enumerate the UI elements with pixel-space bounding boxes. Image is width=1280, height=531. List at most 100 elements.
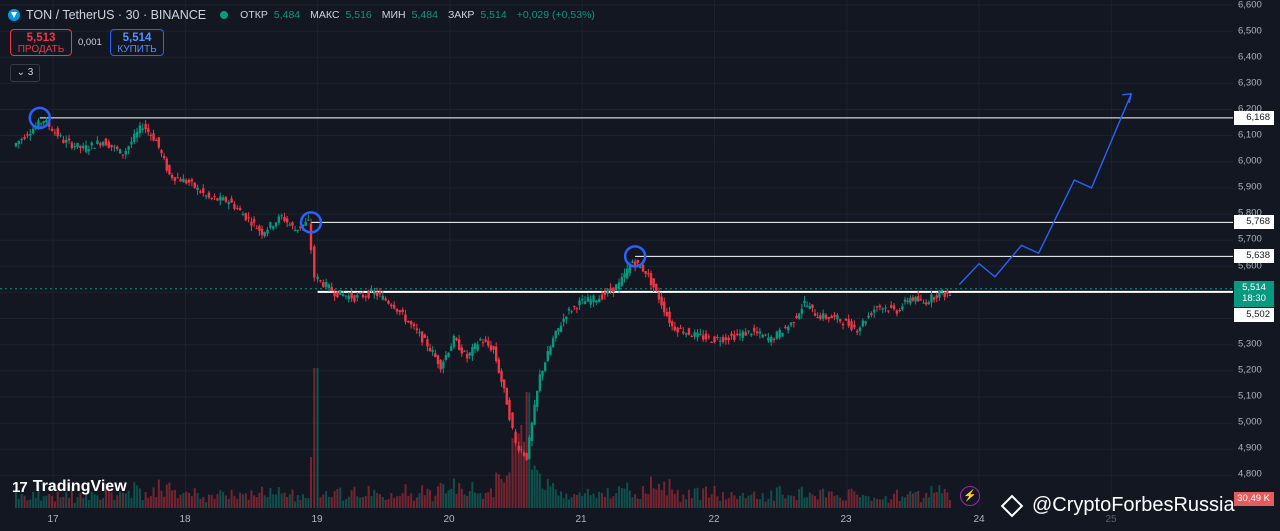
volume-bar [423,495,426,508]
time-label: 25 [1105,514,1117,525]
candle-body [890,305,893,308]
volume-bar [85,493,88,508]
volume-bar [90,492,93,508]
volume-bar [62,496,65,508]
channel-diamond-icon [1000,494,1024,517]
candle-body [378,291,382,295]
candle-body [65,139,68,143]
candle-body [911,297,915,301]
chevron-down-icon: ⌄ [16,67,26,78]
candle-body [792,322,796,324]
volume-bar [914,492,917,508]
volume-bar [82,498,85,508]
volume-bar [165,484,168,508]
candle-body [31,128,35,134]
candle-body [741,331,745,338]
volume-bar [266,496,269,508]
candle-body [227,202,230,205]
lightning-icon[interactable]: ⚡ [960,486,980,506]
volume-bar [179,494,182,508]
price-axis[interactable]: 6,600 6,500 6,400 6,300 6,200 6,100 6,00… [1233,0,1280,510]
spread-value: 0,001 [78,37,102,48]
indicators-toggle[interactable]: ⌄ 3 [10,64,40,82]
volume-bar [687,489,690,508]
candle-body [589,299,592,305]
candle-body [578,300,581,306]
volume-bar [227,499,230,508]
symbol-title[interactable]: TON / TetherUS · 30 · BINANCE [26,8,207,22]
volume-bar [222,491,225,508]
candle-body [873,309,876,313]
candle-body [657,292,661,300]
volume-bar [157,479,160,508]
forecast-path-line [958,93,1132,286]
candle-body [463,350,466,352]
volume-bar [193,488,196,508]
candle-body [468,352,471,356]
time-axis[interactable]: 17 18 19 20 21 22 23 24 25 [0,510,1233,531]
level-label-5638: 5,638 [1234,249,1274,263]
volume-bar [676,489,679,508]
volume-bar [495,472,498,508]
volume-bar [722,491,725,508]
price-tick: 6,600 [1238,0,1262,11]
candle-body [821,313,825,319]
volume-bar [758,499,761,508]
buy-price: 5,514 [122,32,152,44]
candle-body [244,213,247,220]
volume-bar [573,494,576,508]
candle-body [606,289,609,294]
volume-bar [247,499,250,508]
volume-bar [948,500,951,508]
candle-body [185,180,188,184]
candle-body [165,158,168,171]
candle-body [784,326,787,329]
candle-body [465,354,469,359]
volume-bar [668,479,671,508]
volume-bar [884,496,887,508]
candle-body [530,422,534,442]
candle-body [735,333,739,335]
candle-body [727,337,730,341]
candle-body [710,342,713,344]
volume-bar [560,491,563,508]
open-value: 5,484 [273,9,301,21]
candle-body [487,340,490,346]
volume-bar [455,493,458,508]
volume-bar [233,495,236,508]
volume-bar [96,495,99,508]
candle-body [668,311,671,324]
tradingview-logo[interactable]: 17 TradingView [12,478,127,496]
volume-bar [384,499,387,508]
candle-body [827,317,831,320]
volume-bar [412,500,415,508]
sell-button[interactable]: 5,513 ПРОДАТЬ [10,29,72,56]
candle-body [924,302,928,305]
candle-body [861,320,865,327]
volume-bar [373,489,376,508]
volume-bar [104,483,107,508]
volume-bar [570,497,573,508]
candle-body [517,445,520,451]
volume-bar [442,484,445,508]
candle-body [84,145,88,152]
volume-bar [589,495,592,508]
candle-body [356,294,359,298]
volume-bar [842,500,845,508]
high-label: МАКС [310,9,340,21]
volume-bar [618,486,621,508]
candle-body [76,142,79,148]
time-label: 22 [708,514,720,525]
candle-body [247,217,250,219]
candle-body [452,335,456,347]
volume-bar [418,493,421,508]
candle-body [358,293,362,295]
volume-bar [415,497,418,508]
volume-bar [463,494,466,508]
volume-bar [930,486,933,508]
price-chart[interactable] [0,0,1233,510]
candle-body [135,131,139,138]
buy-button[interactable]: 5,514 КУПИТЬ [110,29,164,56]
low-label: МИН [381,9,406,21]
candle-body [554,330,557,339]
